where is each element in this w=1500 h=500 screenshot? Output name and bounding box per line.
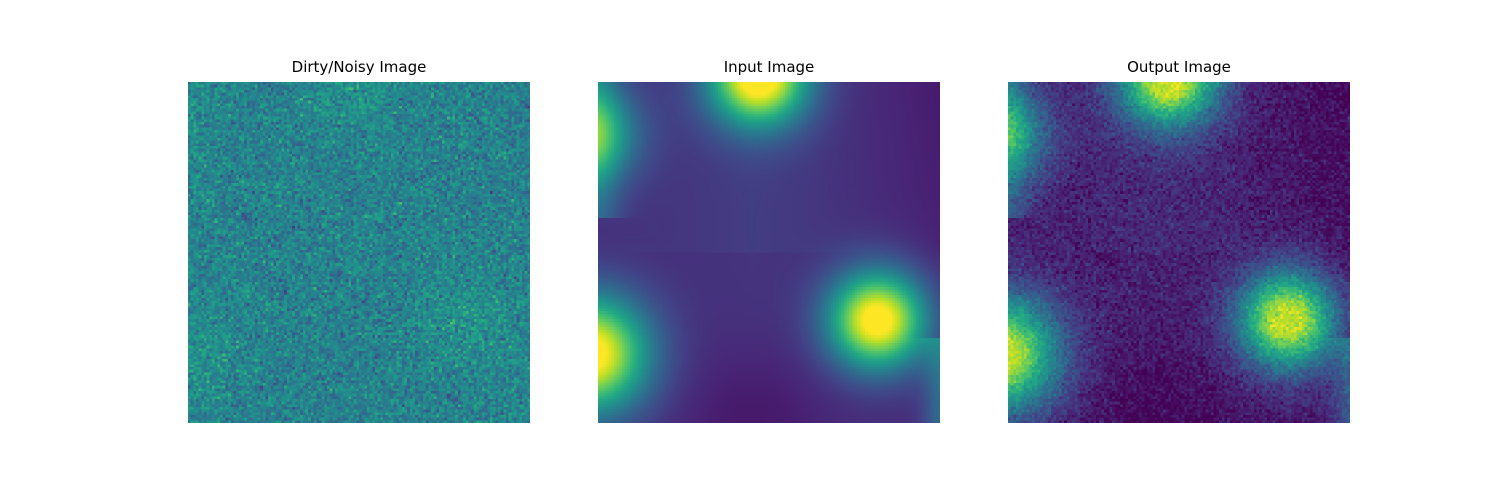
- output-image-panel: Output Image: [1008, 54, 1350, 423]
- output-image-title: Output Image: [1127, 58, 1231, 76]
- noisy-image-title: Dirty/Noisy Image: [291, 58, 427, 76]
- noisy-image: [188, 82, 530, 423]
- input-image-panel: Input Image: [598, 54, 940, 423]
- noisy-image-panel: Dirty/Noisy Image: [188, 54, 530, 423]
- input-image: [598, 82, 940, 423]
- output-image: [1008, 82, 1350, 423]
- input-image-title: Input Image: [723, 58, 815, 76]
